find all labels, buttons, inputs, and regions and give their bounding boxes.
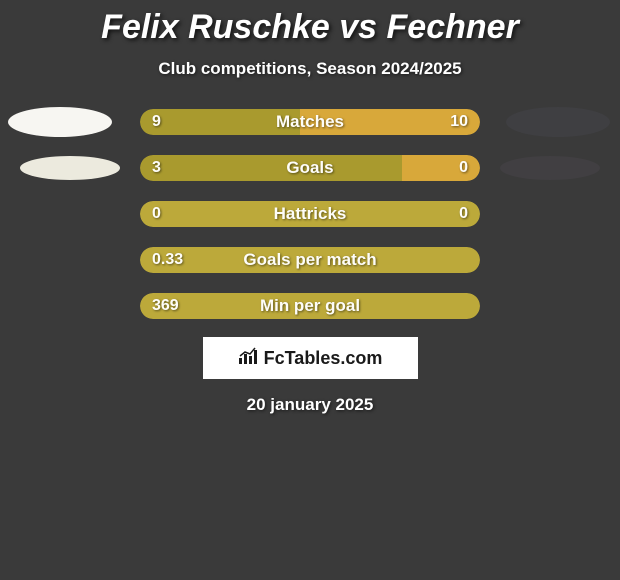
stat-value-right: 10 <box>450 113 468 131</box>
stat-value-left: 0 <box>152 205 161 223</box>
player1-marker <box>20 156 120 180</box>
date-line: 20 january 2025 <box>247 395 374 415</box>
stat-bar: Goals 3 0 <box>140 155 480 181</box>
stat-bar-left <box>140 155 402 181</box>
stat-value-left: 9 <box>152 113 161 131</box>
subtitle: Club competitions, Season 2024/2025 <box>158 59 461 79</box>
brand-logo-text: FcTables.com <box>264 348 383 369</box>
stat-value-right: 0 <box>459 205 468 223</box>
bar-chart-icon <box>238 347 260 370</box>
stat-value-left: 3 <box>152 159 161 177</box>
stat-label: Goals <box>286 158 333 178</box>
stat-row: Goals per match 0.33 <box>0 247 620 273</box>
player1-marker <box>8 107 112 137</box>
stat-bar: Goals per match 0.33 <box>140 247 480 273</box>
player2-marker <box>500 156 600 180</box>
stat-row: Min per goal 369 <box>0 293 620 319</box>
stat-row: Goals 3 0 <box>0 155 620 181</box>
player2-marker <box>506 107 610 137</box>
stat-bar: Min per goal 369 <box>140 293 480 319</box>
page-title: Felix Ruschke vs Fechner <box>101 8 519 47</box>
stat-bar-right <box>402 155 480 181</box>
stat-value-left: 0.33 <box>152 251 183 269</box>
brand-logo[interactable]: FcTables.com <box>203 337 418 379</box>
stat-row: Hattricks 0 0 <box>0 201 620 227</box>
stat-label: Min per goal <box>260 296 360 316</box>
stat-value-right: 0 <box>459 159 468 177</box>
stat-row: Matches 9 10 <box>0 109 620 135</box>
stat-value-left: 369 <box>152 297 179 315</box>
comparison-card: Felix Ruschke vs Fechner Club competitio… <box>0 0 620 580</box>
stat-label: Goals per match <box>243 250 376 270</box>
stat-bar: Matches 9 10 <box>140 109 480 135</box>
stat-bar: Hattricks 0 0 <box>140 201 480 227</box>
stat-label: Matches <box>276 112 344 132</box>
stats-area: Matches 9 10 Goals 3 0 Hattricks 0 0 Goals per ma… <box>0 109 620 319</box>
stat-label: Hattricks <box>274 204 347 224</box>
